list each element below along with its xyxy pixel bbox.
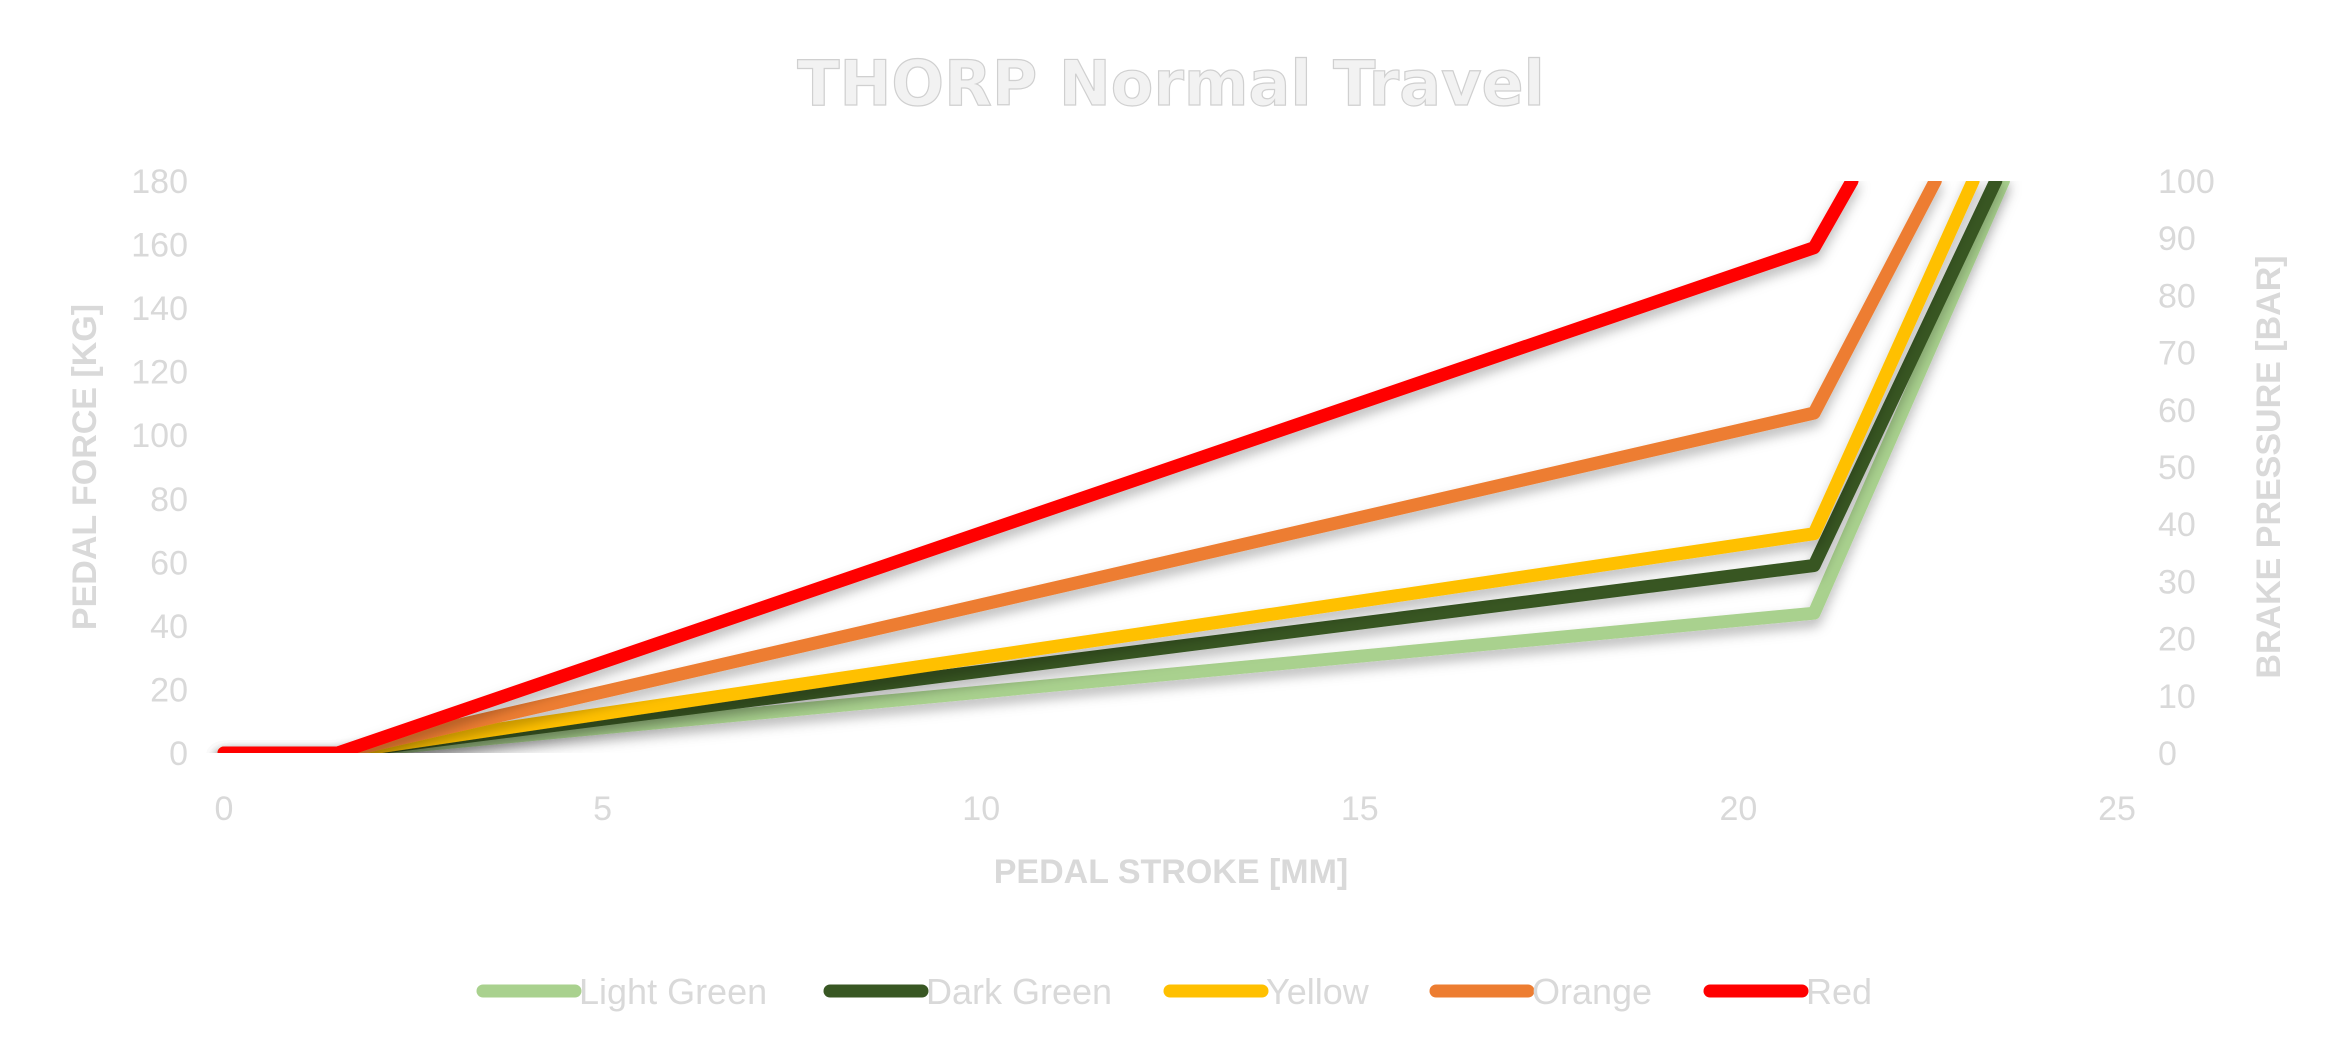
legend-label: Orange	[1532, 971, 1652, 1012]
legend-label: Light Green	[579, 971, 767, 1012]
y-tick-label: 80	[150, 481, 188, 519]
y2-tick-label: 10	[2158, 678, 2196, 716]
x-tick-label: 15	[1341, 790, 1379, 828]
x-tick-label: 0	[215, 790, 234, 828]
series-line-orange	[217, 181, 1942, 753]
y-tick-label: 20	[150, 671, 188, 709]
y-tick-label: 120	[131, 354, 188, 392]
legend-label: Yellow	[1266, 971, 1370, 1012]
y2-tick-label: 20	[2158, 621, 2196, 659]
legend: Light Green Dark Green Yellow Orange Red	[476, 971, 1872, 1012]
x-axis-title: PEDAL STROKE [MM]	[994, 853, 1348, 891]
plot-area	[217, 181, 2010, 753]
y-tick-label: 100	[131, 417, 188, 455]
y-tick-label: 160	[131, 227, 188, 265]
x-tick-label: 5	[593, 790, 612, 828]
series-line-dark-green	[217, 181, 2003, 753]
y-tick-label: 60	[150, 544, 188, 582]
y2-tick-label: 60	[2158, 392, 2196, 430]
y2-tick-label: 100	[2158, 163, 2215, 201]
y2-axis-ticks: 0 10 20 30 40 50 60 70 80 90 100	[2158, 163, 2215, 773]
series-line-red	[217, 181, 1859, 753]
y2-tick-label: 40	[2158, 506, 2196, 544]
y-axis-ticks: 0 20 40 60 80 100 120 140 160 180	[131, 163, 188, 773]
x-axis-ticks: 0 5 10 15 20 25	[215, 790, 2136, 828]
x-tick-label: 25	[2098, 790, 2136, 828]
y2-axis-title: BRAKE PRESSURE [BAR]	[2250, 255, 2288, 678]
legend-item: Yellow	[1163, 971, 1370, 1012]
chart-title: THORP Normal Travel	[797, 47, 1545, 120]
y2-tick-label: 80	[2158, 277, 2196, 315]
y-tick-label: 40	[150, 608, 188, 646]
legend-item: Red	[1703, 971, 1872, 1012]
legend-label: Red	[1806, 971, 1872, 1012]
y-tick-label: 140	[131, 290, 188, 328]
legend-item: Dark Green	[823, 971, 1112, 1012]
y-tick-label: 0	[169, 735, 188, 773]
legend-label: Dark Green	[926, 971, 1112, 1012]
y-tick-label: 180	[131, 163, 188, 201]
y2-tick-label: 30	[2158, 563, 2196, 601]
y2-tick-label: 50	[2158, 449, 2196, 487]
y-axis-title: PEDAL FORCE [KG]	[66, 304, 104, 630]
y2-tick-label: 70	[2158, 335, 2196, 373]
y2-tick-label: 90	[2158, 220, 2196, 258]
y2-tick-label: 0	[2158, 735, 2177, 773]
legend-item: Orange	[1429, 971, 1652, 1012]
series-line-light-green	[217, 181, 2010, 753]
series-line-yellow	[217, 181, 1980, 753]
x-tick-label: 20	[1719, 790, 1757, 828]
x-tick-label: 10	[962, 790, 1000, 828]
legend-item: Light Green	[476, 971, 767, 1012]
